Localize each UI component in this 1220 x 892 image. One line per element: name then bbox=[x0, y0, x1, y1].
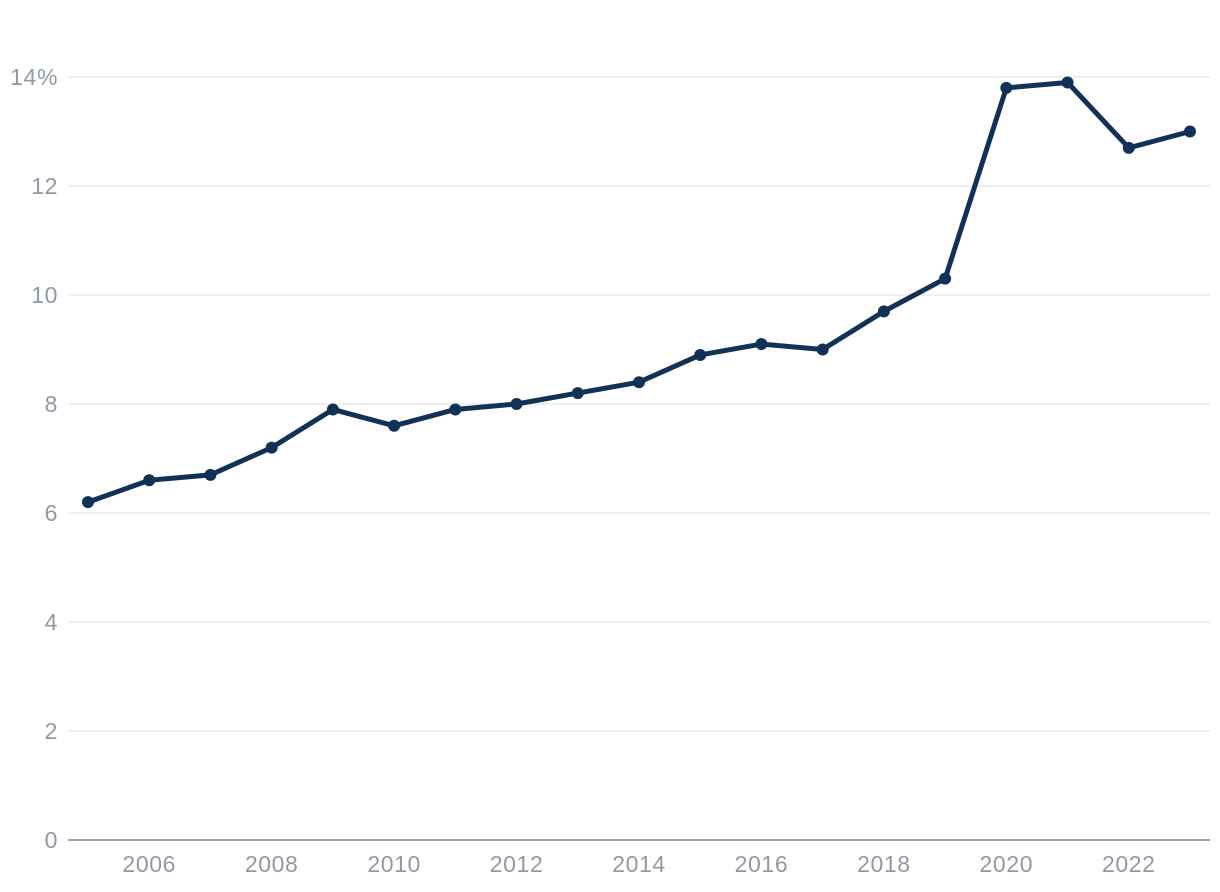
data-point-marker bbox=[939, 272, 952, 285]
y-tick-labels-group: 0 2 4 6 8 10 12 14% bbox=[10, 64, 58, 853]
x-tick-label: 2016 bbox=[735, 851, 789, 877]
x-tick-label: 2014 bbox=[612, 851, 666, 877]
data-point-marker bbox=[1061, 76, 1074, 89]
x-tick-label: 2018 bbox=[857, 851, 911, 877]
data-point-marker bbox=[755, 338, 768, 351]
y-tick-label: 0 bbox=[45, 827, 58, 853]
x-tick-labels-group: 2006 2008 2010 2012 2014 2016 2018 2020 2022 bbox=[122, 851, 1155, 877]
data-point-marker bbox=[204, 468, 217, 481]
data-point-marker bbox=[633, 376, 645, 389]
data-point-marker bbox=[143, 474, 156, 487]
data-point-marker bbox=[1000, 81, 1013, 94]
data-point-marker bbox=[449, 403, 462, 416]
data-point-marker bbox=[265, 441, 278, 454]
y-tick-label: 4 bbox=[45, 609, 58, 635]
x-tick-label: 2012 bbox=[490, 851, 544, 877]
data-line-group bbox=[85, 79, 1193, 505]
y-tick-label: 8 bbox=[45, 391, 58, 417]
gridlines-group bbox=[68, 76, 1210, 732]
y-tick-label: 12 bbox=[31, 173, 58, 199]
data-line bbox=[85, 79, 1193, 505]
y-tick-label: 14% bbox=[10, 64, 58, 90]
data-point-marker bbox=[571, 387, 584, 400]
data-point-marker bbox=[510, 398, 523, 410]
data-point-marker bbox=[1184, 125, 1196, 138]
x-tick-label: 2022 bbox=[1102, 851, 1156, 877]
data-point-marker bbox=[82, 496, 94, 509]
x-tick-label: 2008 bbox=[245, 851, 299, 877]
x-tick-label: 2006 bbox=[122, 851, 176, 877]
data-point-marker bbox=[816, 343, 829, 356]
y-tick-label: 2 bbox=[45, 718, 58, 744]
data-point-marker bbox=[694, 348, 707, 361]
data-point-marker bbox=[326, 403, 339, 416]
data-point-marker bbox=[877, 305, 890, 318]
data-markers-group bbox=[82, 76, 1196, 509]
x-tick-label: 2020 bbox=[980, 851, 1034, 877]
y-tick-label: 6 bbox=[45, 500, 58, 526]
data-point-marker bbox=[1122, 141, 1135, 154]
y-tick-label: 10 bbox=[31, 282, 58, 308]
x-tick-label: 2010 bbox=[367, 851, 421, 877]
data-point-marker bbox=[388, 419, 401, 432]
